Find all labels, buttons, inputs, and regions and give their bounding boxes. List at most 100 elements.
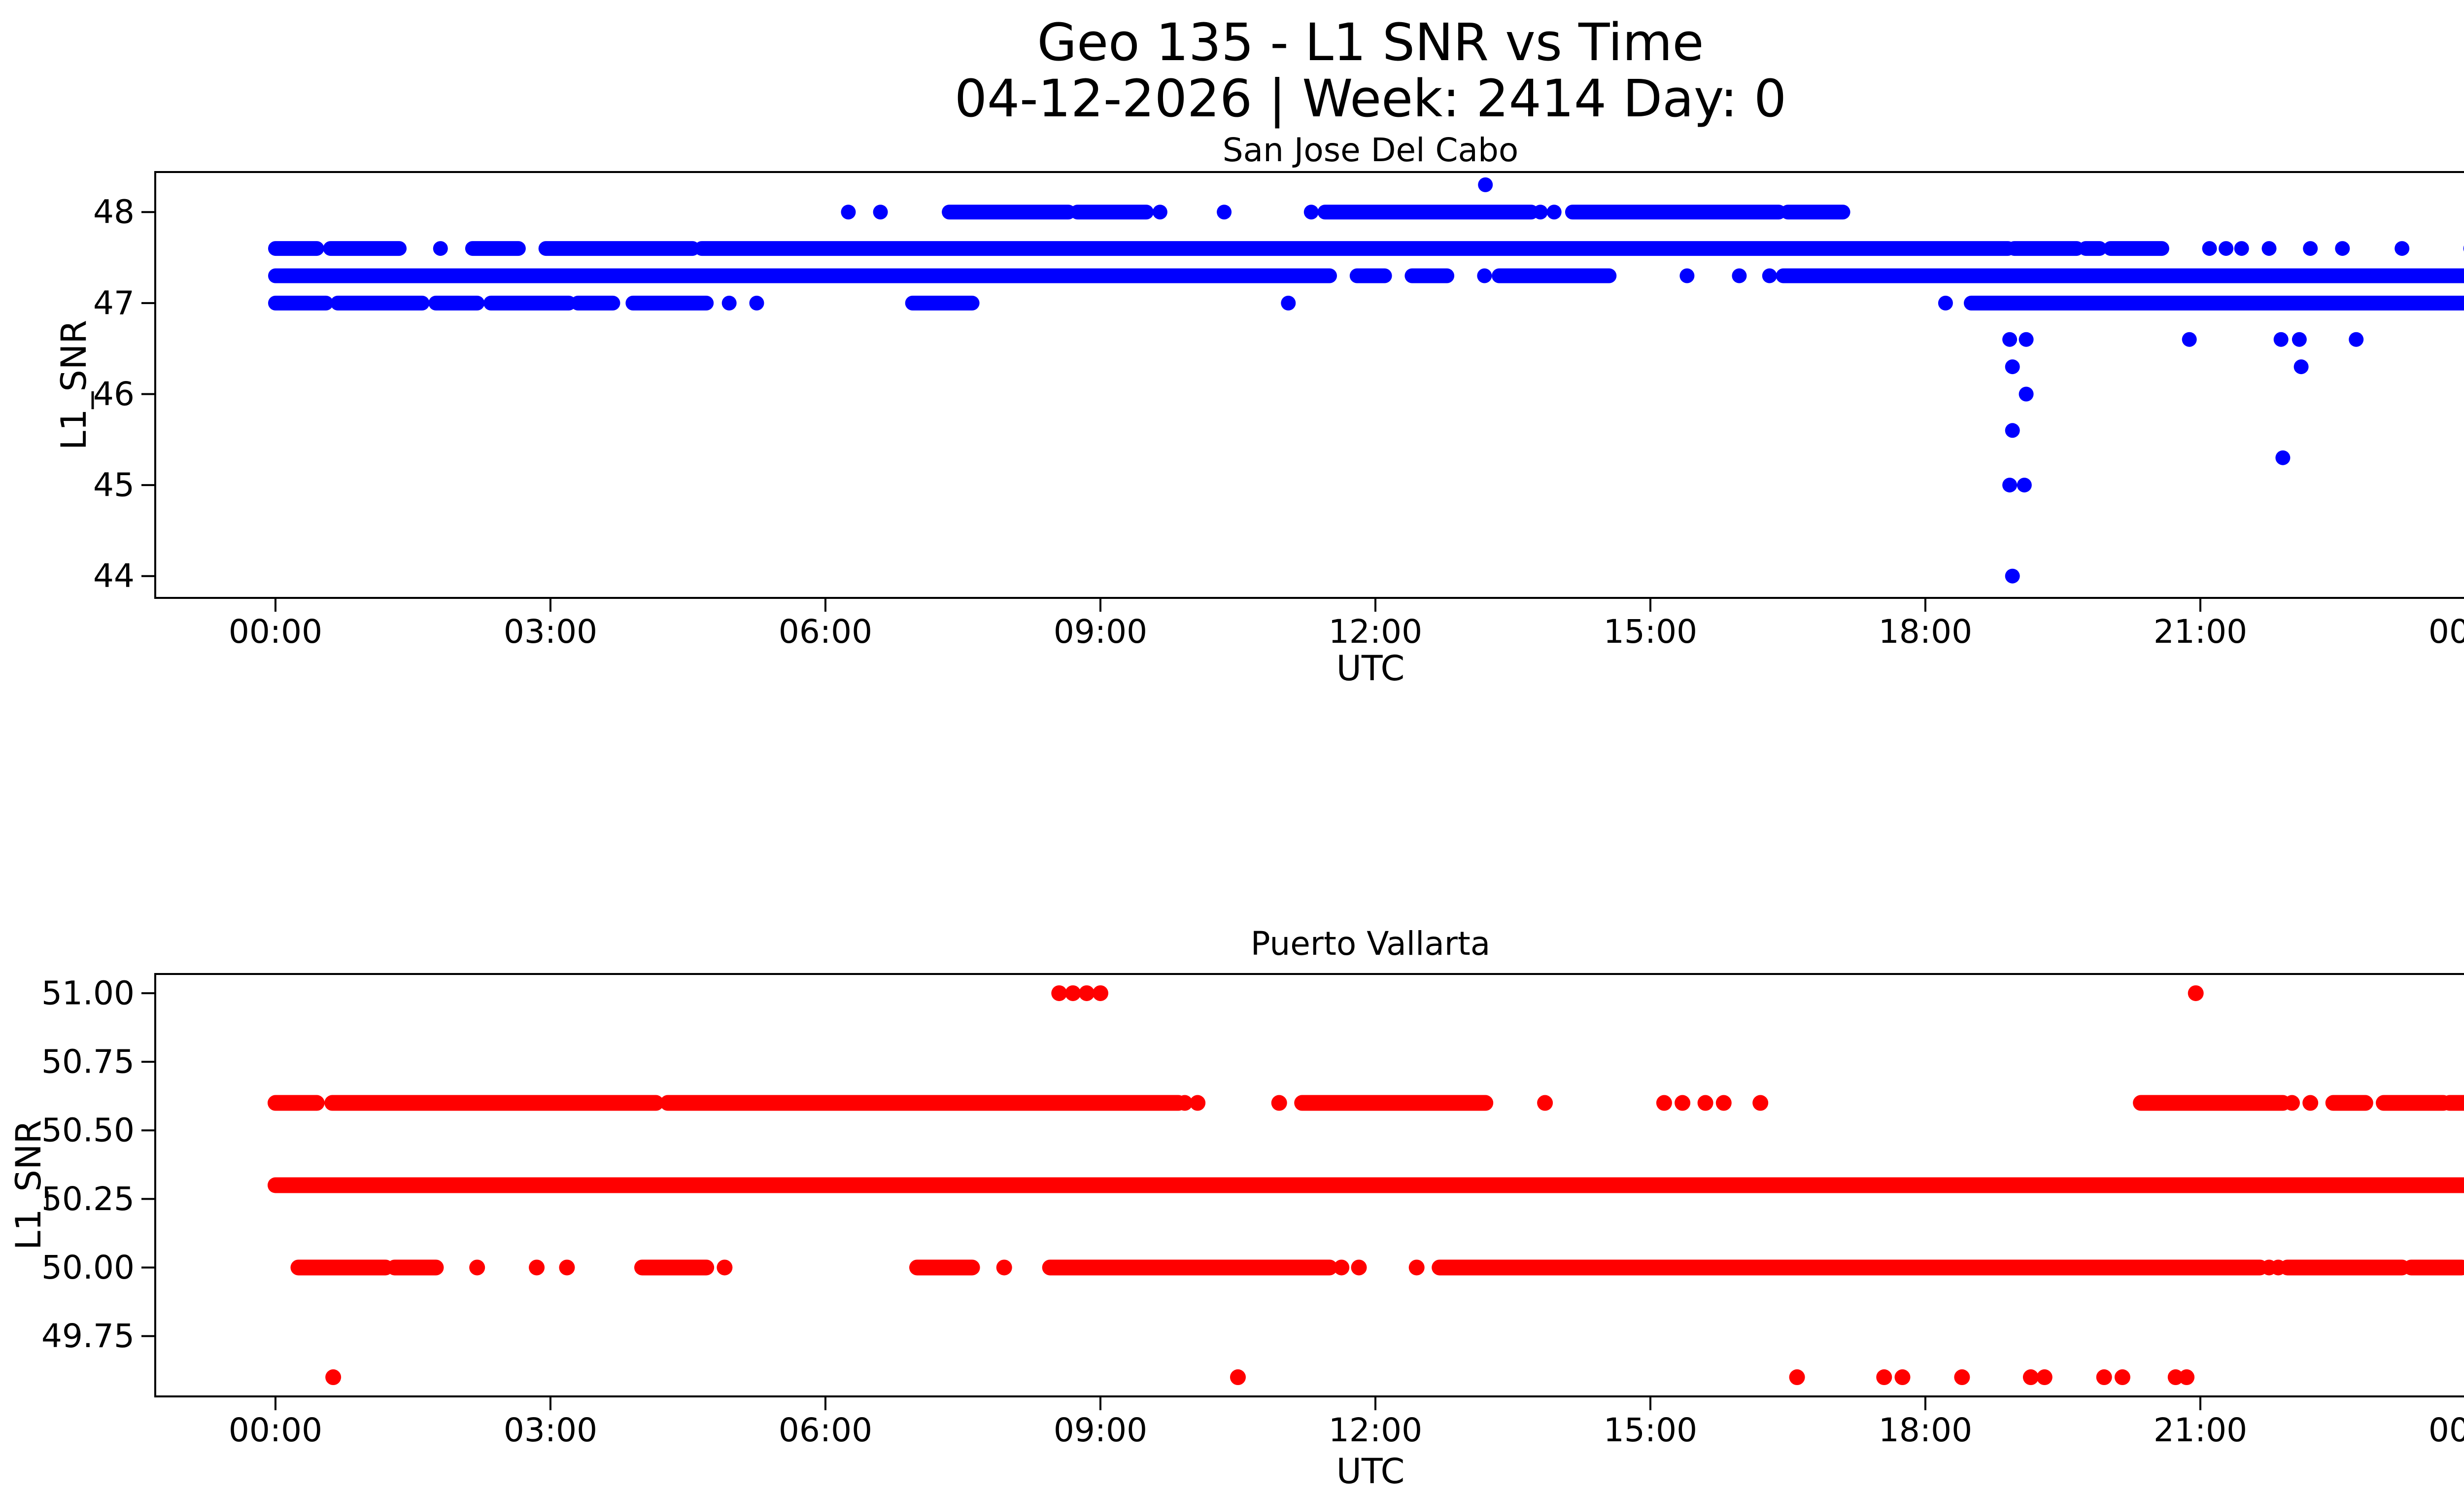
x-tick-label: 21:00 [2154, 1411, 2247, 1449]
scatter-point [2182, 332, 2197, 347]
scatter-point [1715, 1095, 1732, 1111]
scatter-point [2302, 1095, 2319, 1111]
scatter-band-segment [1492, 268, 1617, 283]
scatter-point [2284, 1095, 2300, 1111]
scatter-band-segment [268, 1095, 325, 1111]
scatter-point [529, 1259, 545, 1276]
scatter-band-segment [1317, 205, 1539, 220]
scatter-band-segment [268, 268, 1337, 283]
scatter-band-segment [1349, 268, 1392, 283]
y-tick-label: 44 [93, 557, 135, 595]
scatter-point [2261, 241, 2277, 256]
subplot1-xlabel: UTC [1336, 1451, 1405, 1492]
scatter-point [1177, 1095, 1193, 1111]
scatter-point [1065, 985, 1081, 1001]
subplot0-title: San Jose Del Cabo [1223, 131, 1519, 169]
scatter-band-segment [1404, 268, 1455, 283]
scatter-point [2335, 241, 2350, 256]
scatter-point [996, 1259, 1012, 1276]
scatter-point [2096, 1369, 2112, 1386]
scatter-band-segment [2078, 241, 2107, 256]
scatter-band-segment [2007, 241, 2084, 256]
scatter-point [2292, 332, 2307, 347]
scatter-point [1478, 177, 1493, 192]
x-tick-label: 06:00 [779, 1411, 872, 1449]
y-tick-label: 47 [93, 284, 135, 322]
scatter-point [1697, 1095, 1713, 1111]
scatter-band-segment [428, 295, 485, 311]
x-tick-label: 21:00 [2154, 613, 2247, 651]
scatter-point [2022, 1369, 2039, 1386]
scatter-point [1732, 268, 1747, 283]
scatter-band-segment [2403, 1259, 2464, 1276]
x-tick-label: 00:00 [2429, 1411, 2464, 1449]
scatter-point [2270, 1259, 2287, 1276]
subplot-san-jose-del-cabo: San Jose Del Cabo L1_SNR UTC 00:00 03:00 0… [54, 131, 2464, 689]
plot-frame [154, 171, 2464, 599]
scatter-point [1752, 1095, 1769, 1111]
x-tick-label: 18:00 [1879, 613, 1972, 651]
y-tick-label: 48 [93, 193, 135, 231]
scatter-point [1093, 985, 1108, 1001]
x-tick-label: 12:00 [1329, 1411, 1422, 1449]
scatter-point [2167, 1369, 2184, 1386]
y-tick-label: 50.00 [41, 1249, 135, 1286]
scatter-band-segment [1070, 205, 1154, 220]
scatter-point [1876, 1369, 1892, 1386]
subplot0-ylabel: L1_SNR [54, 320, 94, 450]
scatter-band-segment [538, 241, 700, 256]
scatter-point [559, 1259, 575, 1276]
scatter-band-segment [2133, 1095, 2291, 1111]
subplot1-title: Puerto Vallarta [1251, 925, 1491, 963]
scatter-point [1537, 1095, 1553, 1111]
scatter-point [2005, 359, 2020, 375]
scatter-point [1051, 985, 1067, 1001]
scatter-point [2188, 985, 2204, 1001]
scatter-point [1351, 1259, 1367, 1276]
x-tick-label: 09:00 [1054, 613, 1147, 651]
scatter-point [1954, 1369, 1970, 1386]
y-tick-label: 51.00 [41, 974, 135, 1012]
scatter-point [1281, 295, 1296, 311]
x-tick-label: 09:00 [1054, 1411, 1147, 1449]
scatter-point [1152, 205, 1167, 220]
figure-suptitle-line2: 04-12-2026 | Week: 2414 Day: 0 [955, 69, 1786, 129]
scatter-point [1271, 1095, 1287, 1111]
scatter-band-segment [323, 241, 407, 256]
scatter-point [2005, 568, 2020, 584]
x-tick-label: 00:00 [229, 1411, 322, 1449]
scatter-point [1894, 1369, 1911, 1386]
scatter-point [2019, 332, 2034, 347]
x-tick-label: 06:00 [779, 613, 872, 651]
y-tick-label: 50.50 [41, 1112, 135, 1149]
scatter-band-segment [2441, 1095, 2464, 1111]
scatter-band-segment [909, 1259, 980, 1276]
x-tick-label: 03:00 [504, 613, 597, 651]
scatter-point [2002, 478, 2018, 493]
scatter-point [1408, 1259, 1425, 1276]
scatter-point [433, 241, 448, 256]
scatter-band-segment [290, 1259, 394, 1276]
subplot1-ylabel: L1_SNR [8, 1120, 49, 1250]
scatter-point [1477, 268, 1492, 283]
scatter-point [1546, 205, 1562, 220]
scatter-band-segment [634, 1259, 715, 1276]
scatter-point [2114, 1369, 2130, 1386]
scatter-band-segment [2103, 241, 2169, 256]
y-tick-label: 49.75 [41, 1317, 135, 1355]
scatter-point [2017, 478, 2032, 493]
x-tick-label: 03:00 [504, 1411, 597, 1449]
scatter-band-segment [570, 295, 620, 311]
plot-frame [154, 973, 2464, 1397]
scatter-point [1079, 985, 1095, 1001]
scatter-point [717, 1259, 733, 1276]
scatter-band-segment [1776, 268, 2464, 283]
scatter-band-segment [268, 295, 334, 311]
subplot0-axes: 00:00 03:00 06:00 09:00 12:00 15:00 18:00 21:00… [93, 171, 2464, 651]
scatter-band-segment [324, 1095, 664, 1111]
subplot-puerto-vallarta: Puerto Vallarta L1_SNR UTC 00:00 03:00 06:… [8, 925, 2464, 1492]
scatter-point [2303, 241, 2318, 256]
figure-suptitle-line1: Geo 135 - L1 SNR vs Time [1037, 12, 1704, 72]
scatter-point [1334, 1259, 1350, 1276]
scatter-band-segment [2279, 1259, 2410, 1276]
